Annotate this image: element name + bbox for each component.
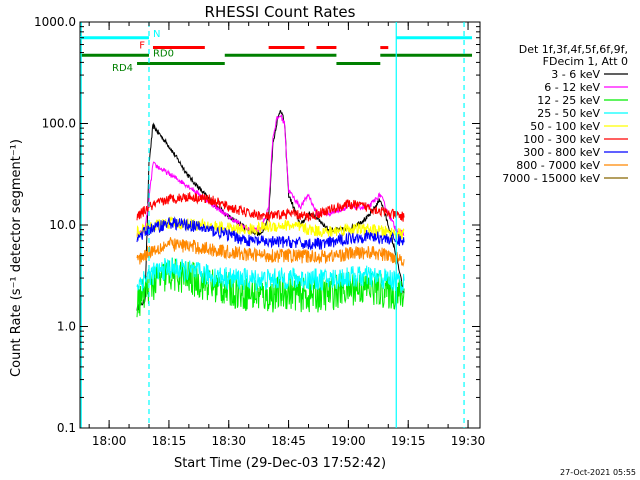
x-axis-label: Start Time (29-Dec-03 17:52:42): [174, 456, 386, 471]
legend-header-line-1: Det 1f,3f,4f,5f,6f,9f,: [519, 43, 628, 56]
flag-label: N: [153, 29, 160, 40]
legend-entry-label: 800 - 7000 keV: [516, 159, 600, 172]
legend-entry-label: 6 - 12 keV: [544, 81, 600, 94]
x-tick-label: 18:45: [271, 434, 306, 448]
y-axis-label: Count Rate (s⁻¹ detector segment⁻¹): [9, 139, 24, 377]
legend-entry-label: 3 - 6 keV: [551, 68, 600, 81]
y-tick-label: 0.1: [57, 421, 76, 435]
y-tick-label: 1.0: [57, 320, 76, 334]
y-tick-label: 100.0: [42, 117, 76, 131]
generated-timestamp: 27-Oct-2021 05:55: [560, 468, 636, 477]
legend: Det 1f,3f,4f,5f,6f,9f, FDecim 1, Att 0 3…: [502, 43, 628, 185]
series-line-25-50-keV: [136, 257, 405, 293]
x-tick-label: 18:30: [211, 434, 246, 448]
chart-title: RHESSI Count Rates: [205, 3, 356, 21]
flag-label: RD4: [112, 63, 133, 74]
x-tick-label: 19:30: [451, 434, 486, 448]
x-tick-label: 19:00: [331, 434, 366, 448]
plot-area: [79, 21, 481, 429]
y-tick-label: 10.0: [49, 218, 76, 232]
axes: 0.1 1.0 10.0 100.0 1000.0 18:00 18:15 18:30 18:4…: [34, 15, 485, 448]
plot-frame: [79, 21, 481, 429]
series-line-800-7000-keV: [136, 237, 405, 267]
x-tick-label: 18:00: [92, 434, 127, 448]
legend-entry-label: 300 - 800 keV: [523, 146, 600, 159]
flag-label: RD0: [153, 49, 174, 60]
legend-entry-label: 7000 - 15000 keV: [502, 172, 600, 185]
legend-entry-label: 100 - 300 keV: [523, 133, 600, 146]
legend-entry-label: 25 - 50 keV: [537, 107, 600, 120]
series-line-300-800-keV: [136, 216, 405, 251]
x-tick-label: 18:15: [152, 434, 187, 448]
legend-header-line-2: FDecim 1, Att 0: [543, 55, 628, 68]
series-line-6-12-keV: [136, 113, 405, 237]
status-flags: NF RD0 RD4: [80, 29, 473, 74]
legend-entry-label: 50 - 100 keV: [530, 120, 600, 133]
flag-label: F: [139, 41, 145, 52]
x-tick-label: 19:15: [391, 434, 426, 448]
series-group: [136, 109, 405, 318]
y-tick-label: 1000.0: [34, 15, 76, 29]
legend-entry-label: 12 - 25 keV: [537, 94, 600, 107]
series-line-100-300-keV: [136, 192, 405, 223]
